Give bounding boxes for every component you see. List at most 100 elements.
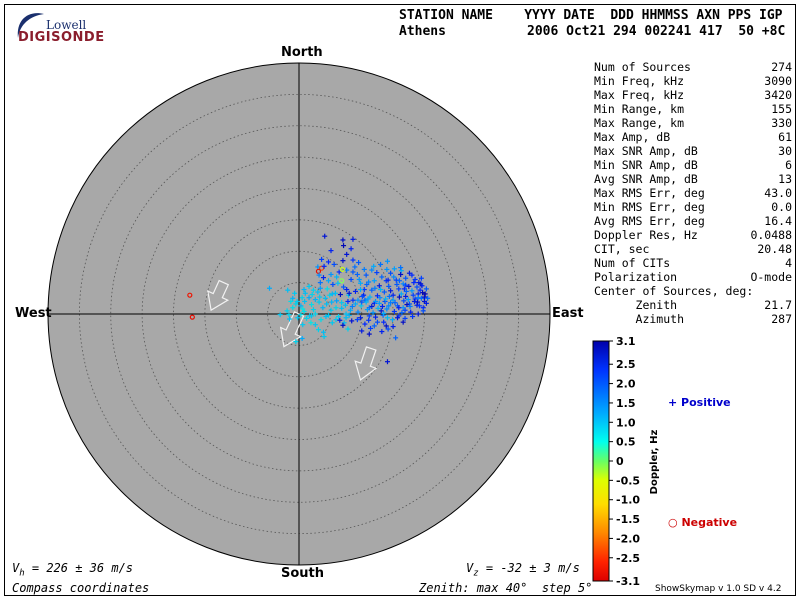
positive-doppler-point: [362, 321, 368, 327]
positive-doppler-point: [411, 298, 417, 304]
positive-doppler-point: [401, 298, 407, 304]
positive-doppler-point: [398, 271, 404, 277]
positive-doppler-point: [348, 246, 354, 252]
positive-doppler-point: [292, 290, 298, 296]
positive-doppler-point: [396, 278, 402, 284]
positive-doppler-point: [321, 334, 327, 340]
positive-doppler-point: [363, 299, 369, 305]
stat-label: Avg RMS Err, deg: [594, 214, 705, 228]
positive-doppler-point: [414, 284, 420, 290]
positive-doppler-point: [312, 297, 318, 303]
positive-doppler-point: [422, 294, 427, 300]
stat-value: 0.0488: [750, 228, 792, 242]
positive-doppler-point: [329, 320, 335, 326]
stat-label: Min SNR Amp, dB: [594, 158, 698, 172]
stat-row: Min SNR Amp, dB 6: [594, 158, 792, 172]
positive-doppler-point: [410, 292, 416, 298]
positive-doppler-point: [352, 288, 358, 294]
stat-row: Doppler Res, Hz 0.0488: [594, 228, 792, 242]
positive-doppler-point: [340, 322, 346, 328]
positive-doppler-point: [409, 288, 415, 294]
positive-doppler-point: [415, 311, 421, 317]
positive-doppler-point: [322, 233, 328, 239]
positive-doppler-point: [325, 278, 331, 284]
stat-row: Num of CITs 4: [594, 256, 792, 270]
positive-doppler-point: [369, 303, 375, 309]
positive-doppler-point: [267, 285, 273, 291]
positive-doppler-point: [374, 293, 380, 299]
positive-doppler-point: [373, 298, 379, 304]
positive-doppler-point: [400, 305, 406, 311]
positive-doppler-point: [377, 295, 383, 301]
stat-row: Max SNR Amp, dB 30: [594, 144, 792, 158]
positive-doppler-point: [412, 276, 418, 282]
positive-doppler-point: [400, 319, 406, 325]
positive-doppler-point: [384, 258, 390, 264]
positive-doppler-point: [350, 269, 356, 275]
positive-doppler-point: [277, 312, 283, 318]
positive-doppler-point: [418, 281, 424, 287]
positive-doppler-point: [317, 285, 323, 291]
positive-doppler-point: [423, 286, 429, 292]
positive-doppler-point: [304, 315, 310, 321]
positive-doppler-point: [366, 313, 372, 319]
stat-label: Min Range, km: [594, 102, 685, 116]
positive-doppler-point: [324, 301, 330, 307]
legend-negative: ○ Negative: [668, 516, 737, 529]
positive-doppler-point: [403, 282, 409, 288]
legend-positive: + Positive: [668, 396, 731, 409]
positive-doppler-point: [363, 272, 369, 278]
positive-doppler-point: [328, 271, 334, 277]
velocity-arrow: [279, 311, 305, 348]
positive-doppler-point: [371, 278, 377, 284]
stat-row: Max Freq, kHz 3420: [594, 88, 792, 102]
stat-value: 330: [771, 116, 792, 130]
positive-doppler-point: [356, 260, 362, 266]
positive-doppler-point: [386, 303, 392, 309]
positive-doppler-point: [344, 267, 350, 273]
stat-value: 3090: [764, 74, 792, 88]
positive-doppler-point: [374, 270, 380, 276]
positive-doppler-point: [381, 289, 387, 295]
positive-doppler-point: [300, 322, 306, 328]
positive-doppler-point: [374, 319, 380, 325]
positive-doppler-point: [404, 302, 410, 308]
positive-doppler-point: [310, 307, 316, 313]
positive-doppler-point: [373, 314, 379, 320]
stat-label: Polarization: [594, 270, 678, 284]
positive-doppler-point: [333, 317, 339, 323]
positive-doppler-point: [375, 305, 381, 311]
header-station: Athens: [399, 24, 446, 39]
positive-doppler-point: [398, 265, 404, 271]
positive-doppler-point: [417, 287, 423, 293]
stat-row: Max RMS Err, deg 43.0: [594, 186, 792, 200]
negative-doppler-point: [315, 268, 322, 274]
stat-label: Min RMS Err, deg: [594, 200, 705, 214]
positive-doppler-point: [388, 270, 394, 276]
positive-doppler-point: [403, 288, 409, 294]
vh-value: = 226 ± 36 m/s: [24, 561, 134, 575]
positive-doppler-point: [411, 280, 417, 286]
positive-doppler-point: [376, 300, 382, 306]
positive-doppler-point: [415, 299, 421, 305]
positive-doppler-point: [407, 303, 413, 309]
positive-doppler-point: [316, 272, 322, 278]
positive-doppler-point: [396, 286, 402, 292]
positive-doppler-point: [301, 287, 307, 293]
stat-label: Max RMS Err, deg: [594, 186, 705, 200]
positive-doppler-point: [385, 326, 391, 332]
positive-doppler-point: [355, 297, 361, 303]
positive-doppler-point: [350, 236, 356, 242]
positive-doppler-point: [302, 298, 308, 304]
stat-label: Azimuth: [594, 312, 685, 326]
digisonde-logo: [17, 13, 44, 38]
positive-doppler-point: [332, 290, 338, 296]
positive-doppler-point: [403, 275, 409, 281]
positive-doppler-point: [402, 307, 408, 313]
positive-doppler-point: [364, 282, 370, 288]
vz-value: = -32 ± 3 m/s: [478, 561, 580, 575]
positive-doppler-point: [358, 303, 364, 309]
positive-doppler-point: [288, 298, 294, 304]
colorbar-tick-label: -1.0: [616, 494, 640, 507]
stat-row: Min RMS Err, deg 0.0: [594, 200, 792, 214]
